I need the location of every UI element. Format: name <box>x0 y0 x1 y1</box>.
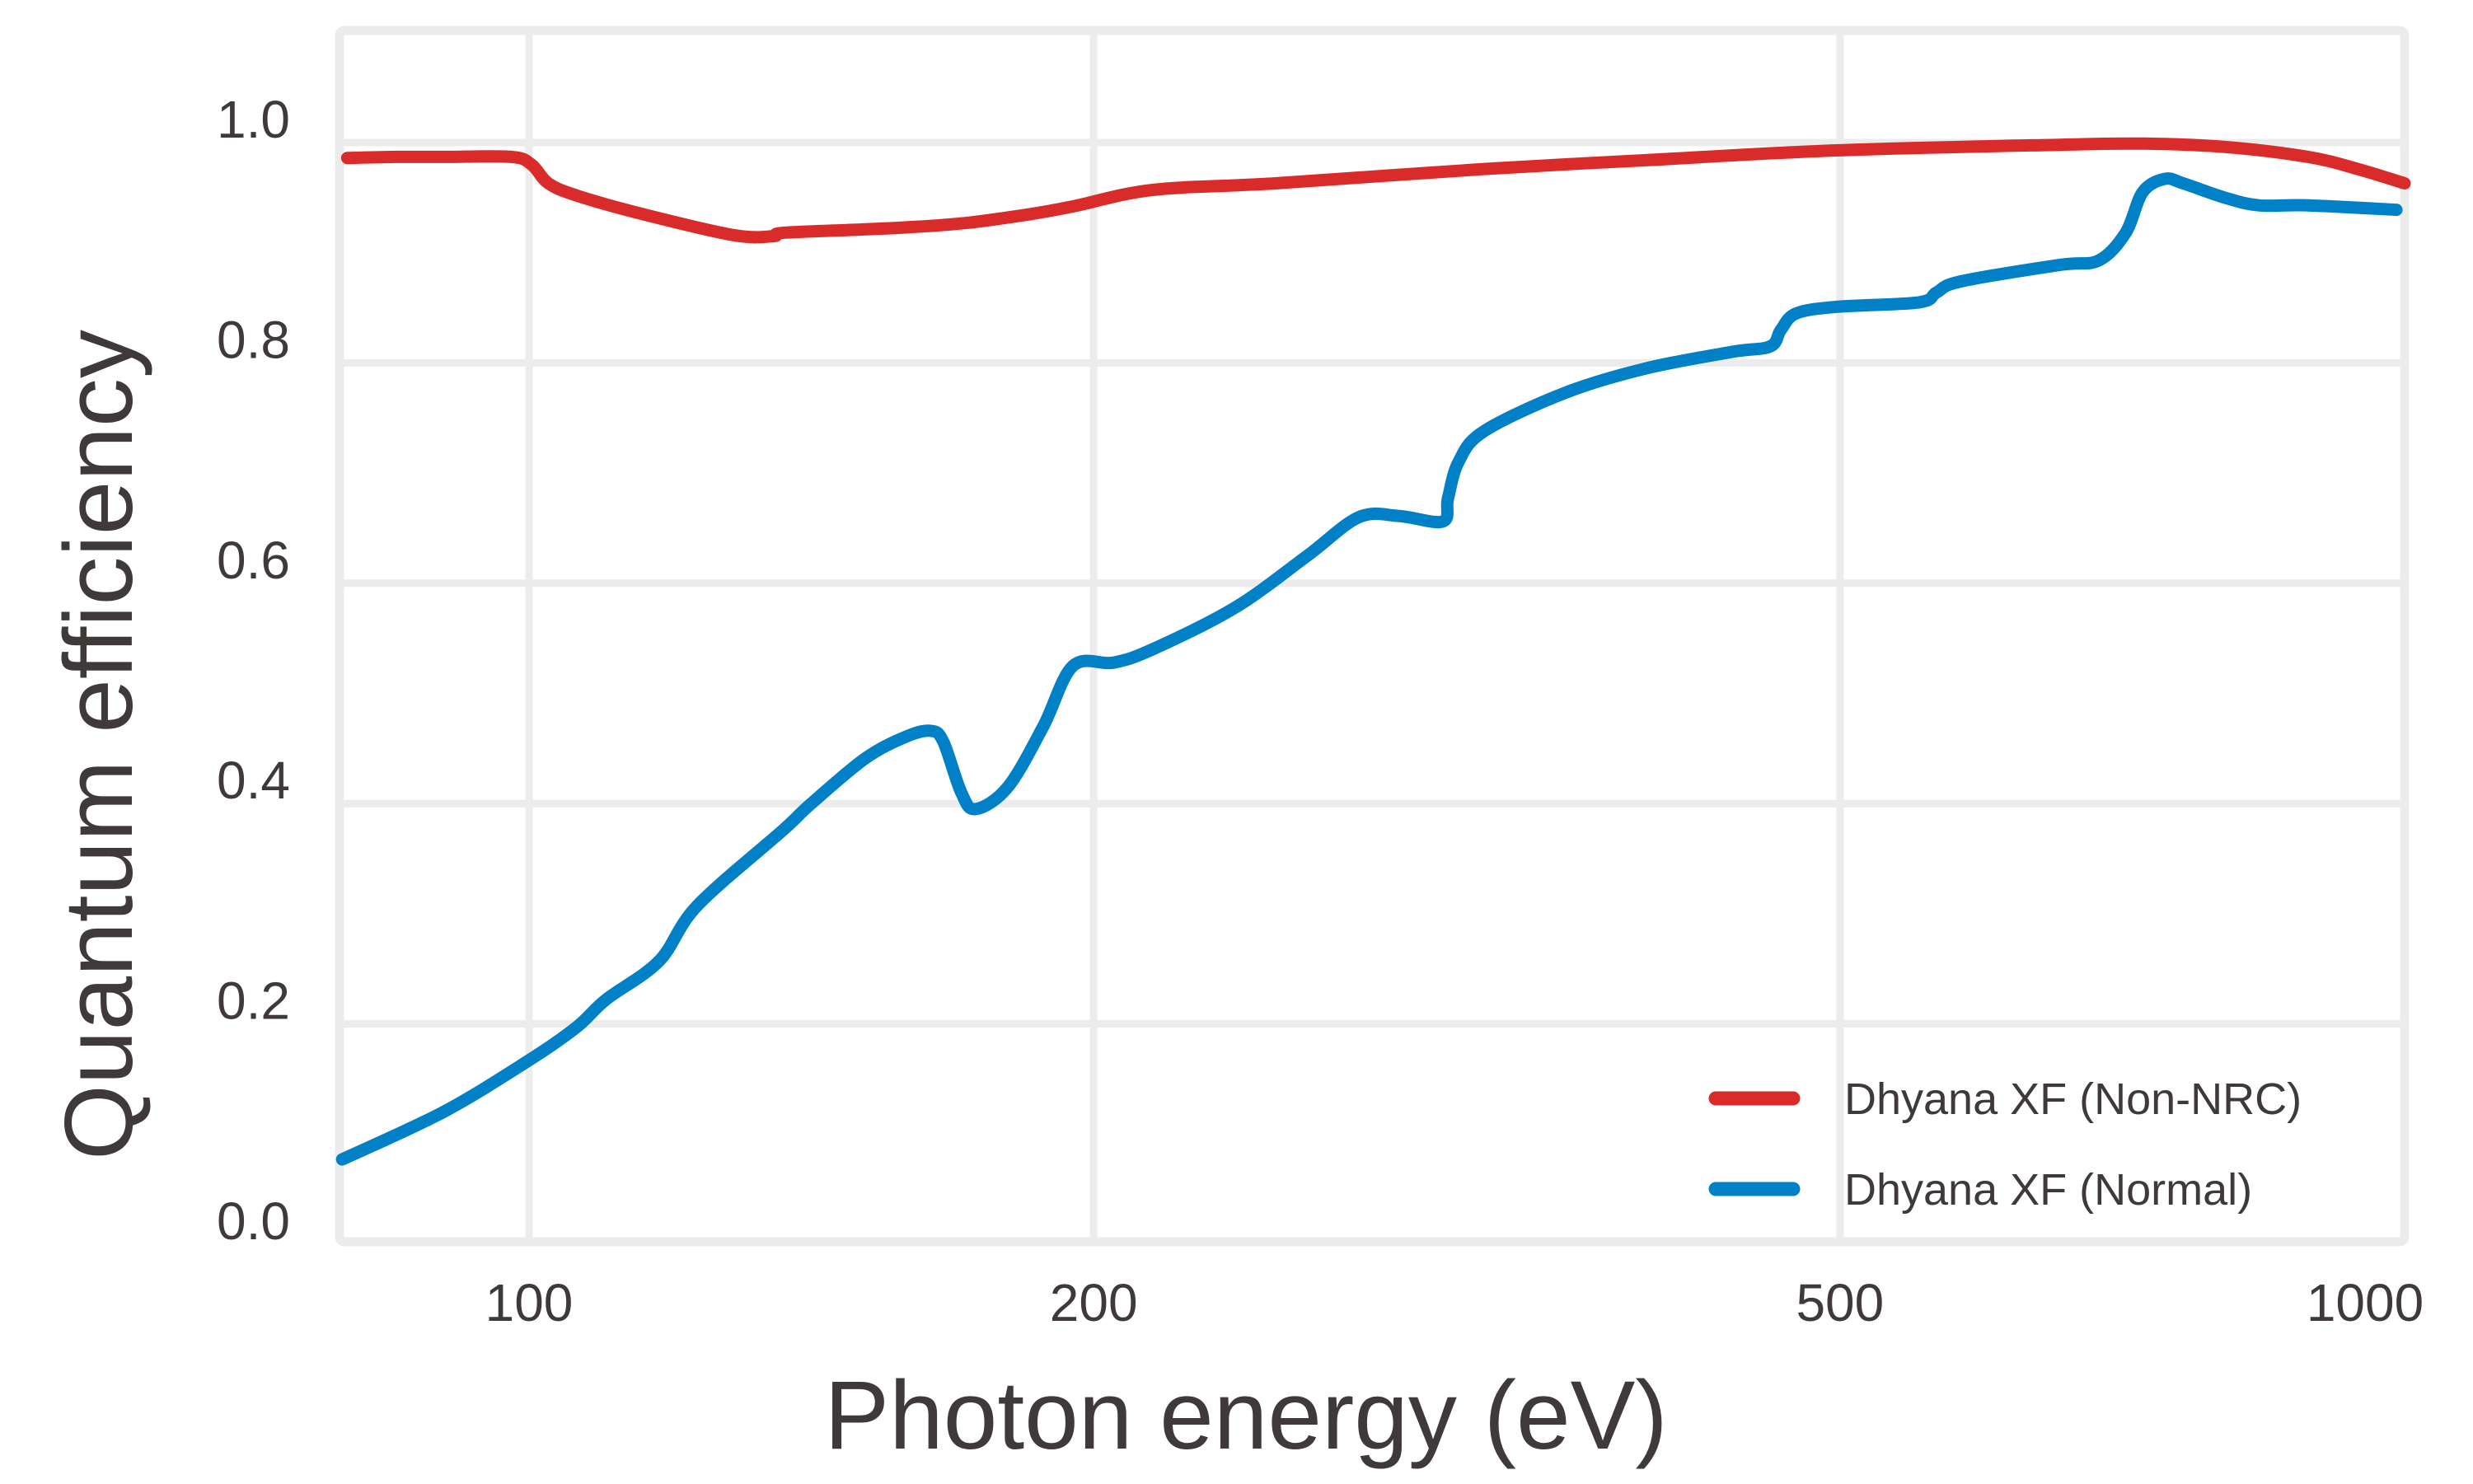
legend-label-normal: Dhyana XF (Normal) <box>1844 1165 2252 1215</box>
x-tick-label: 200 <box>1050 1273 1138 1332</box>
y-tick-label: 1.0 <box>217 90 290 149</box>
y-tick-label: 0.0 <box>217 1191 290 1251</box>
x-axis-title: Photon energy (eV) <box>824 1361 1667 1470</box>
x-tick-labels: 100 200 500 1000 <box>485 1273 2424 1332</box>
y-tick-label: 0.8 <box>217 310 290 369</box>
plot-frame <box>335 26 2410 1247</box>
grid-lines <box>340 30 2405 1242</box>
legend: Dhyana XF (Non-NRC) Dhyana XF (Normal) <box>1708 1074 2302 1215</box>
y-tick-label: 0.4 <box>217 751 290 810</box>
x-tick-label: 100 <box>485 1273 574 1332</box>
series-layer <box>335 137 2411 1166</box>
x-tick-label: 500 <box>1796 1273 1884 1332</box>
legend-label-non-nrc: Dhyana XF (Non-NRC) <box>1844 1074 2302 1124</box>
series-line-normal <box>335 172 2403 1166</box>
y-tick-label: 0.2 <box>217 971 290 1031</box>
y-tick-label: 0.6 <box>217 531 290 590</box>
y-axis-title: Quantum efficiency <box>44 330 153 1160</box>
y-tick-labels: 0.0 0.2 0.4 0.6 0.8 1.0 <box>217 90 290 1251</box>
series-line-non-nrc <box>340 137 2411 244</box>
x-tick-label: 1000 <box>2307 1273 2424 1332</box>
